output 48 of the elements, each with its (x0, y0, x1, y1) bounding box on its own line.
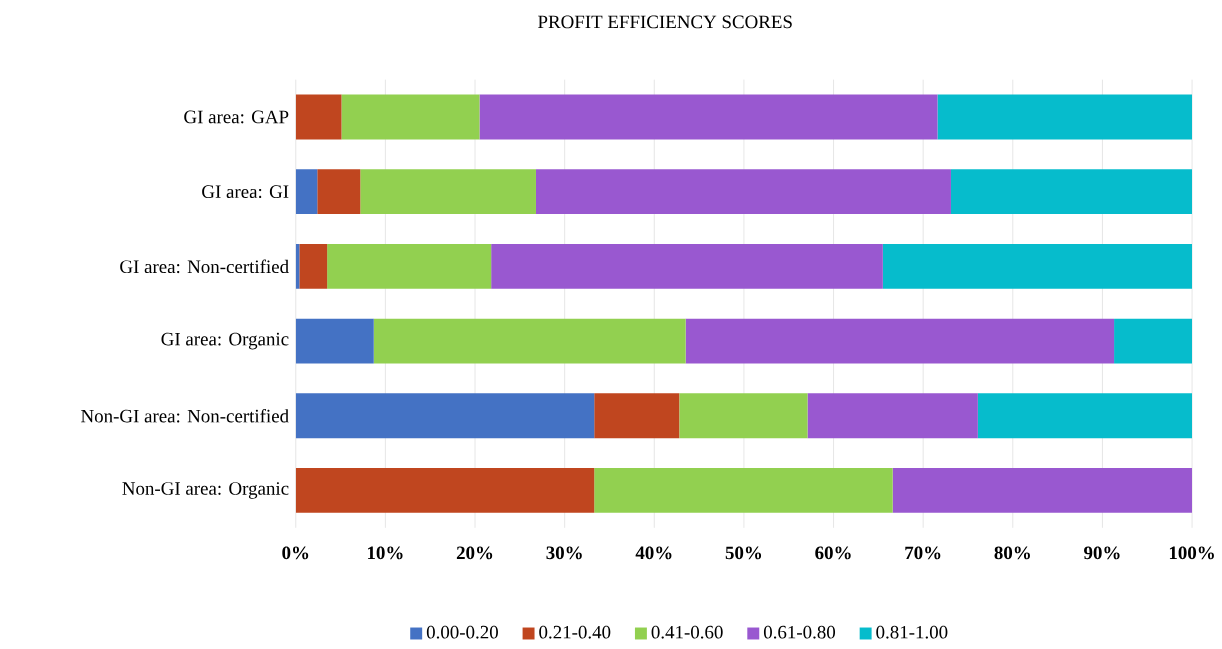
legend-label: 0.81-1.00 (876, 625, 948, 639)
x-tick-label: 90% (1084, 546, 1120, 560)
y-tick-label: GI area: Non-certified (120, 259, 289, 274)
bar (594, 393, 680, 439)
bar (295, 94, 342, 140)
bar (299, 243, 328, 289)
bar (295, 169, 318, 215)
x-tick-label: 30% (546, 546, 582, 560)
y-tick-label: GI area: Organic (161, 332, 289, 350)
bar (950, 169, 1193, 215)
bar (327, 243, 492, 289)
legend-label: 0.41-0.60 (651, 625, 723, 639)
bar (317, 169, 361, 215)
bar (535, 169, 951, 215)
y-tick-label: Non-GI area: Non-certified (81, 408, 289, 423)
y-tick-label: Non-GI area: Organic (122, 482, 289, 499)
bar (937, 94, 1193, 140)
bar (491, 243, 883, 289)
bar (977, 393, 1193, 439)
x-tick-label: 0% (282, 546, 309, 560)
bar (295, 467, 595, 513)
y-tick-label: GI area: GI (202, 185, 289, 199)
x-tick-label: 20% (456, 546, 493, 560)
chart-title: PROFIT EFFICIENCY SCORES (538, 15, 792, 29)
bar (360, 169, 536, 215)
bar (295, 318, 374, 364)
bar (594, 467, 893, 513)
y-tick-label: GI area: GAP (184, 110, 289, 124)
x-tick-label: 100% (1169, 546, 1214, 560)
x-tick-label: 10% (368, 546, 403, 560)
x-tick-label: 40% (635, 546, 672, 560)
bar (1114, 318, 1193, 364)
bar (882, 243, 1193, 289)
x-tick-label: 80% (994, 546, 1030, 560)
bar (373, 318, 686, 364)
bar (479, 94, 938, 140)
legend-label: 0.00-0.20 (426, 625, 498, 639)
legend-label: 0.61-0.80 (763, 625, 836, 639)
x-tick-label: 70% (905, 546, 941, 560)
bar (295, 393, 595, 439)
bar (341, 94, 480, 140)
x-tick-label: 60% (815, 546, 851, 560)
bar (679, 393, 808, 439)
bar (807, 393, 978, 439)
bar (892, 467, 1193, 513)
x-tick-label: 50% (725, 546, 762, 560)
legend-label: 0.21-0.40 (539, 625, 611, 639)
bar (685, 318, 1115, 364)
